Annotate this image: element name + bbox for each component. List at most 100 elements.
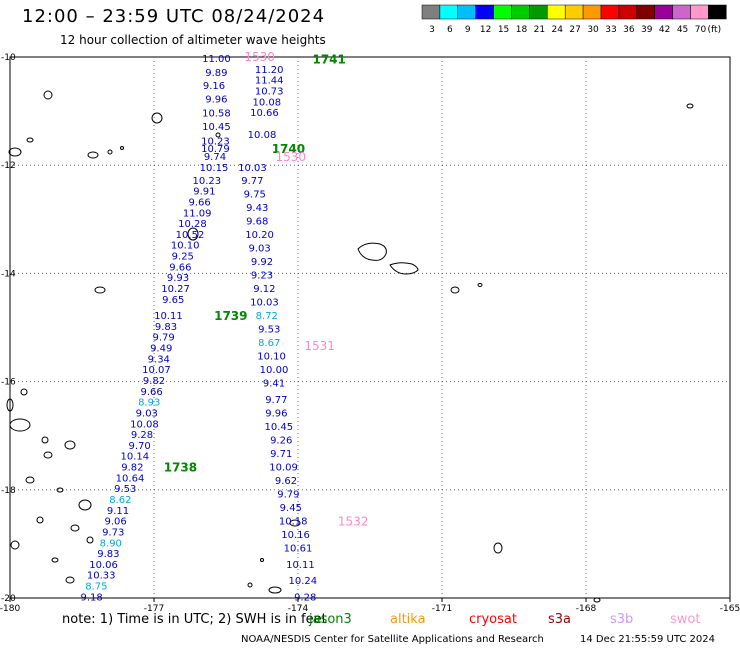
legend-swatch — [654, 4, 673, 20]
island-outline — [51, 557, 59, 563]
legend-label: 12 — [480, 25, 491, 35]
lon-tick-label: -174 — [288, 604, 309, 614]
island-outline — [78, 499, 92, 511]
swh-value-left: 9.66 — [169, 262, 191, 273]
legend-swatch — [421, 4, 441, 20]
island-outline — [151, 112, 163, 124]
swh-value-right: 10.18 — [279, 517, 308, 528]
swh-value-right: 10.61 — [284, 544, 313, 555]
swh-value-left: 8.62 — [109, 495, 131, 506]
page-title: 12:00 – 23:59 UTC 08/24/2024 — [22, 6, 326, 27]
swh-value-left: 8.93 — [138, 398, 160, 409]
island-outline — [593, 597, 601, 603]
legend-swatch — [708, 4, 727, 20]
sat-jason3-label: jason3 — [309, 612, 352, 627]
swh-value-right: 9.26 — [270, 435, 292, 446]
swh-value-right: 11.20 — [255, 65, 284, 76]
legend-label: 39 — [641, 25, 653, 35]
swh-value-left: 9.65 — [162, 295, 184, 306]
legend-swatch — [582, 4, 602, 20]
time-label: 1530 — [244, 50, 275, 64]
swh-value-left: 9.96 — [205, 95, 227, 106]
map-frame — [9, 56, 731, 599]
legend-swatch — [600, 4, 620, 20]
swh-value-left: 9.82 — [121, 463, 143, 474]
lon-tick-label: -180 — [0, 604, 20, 614]
footer-note: note: 1) Time is in UTC; 2) SWH is in fe… — [62, 612, 327, 627]
sat-s3a-label: s3a — [548, 612, 572, 627]
swh-value-right: 10.03 — [238, 163, 267, 174]
swh-value-right: 8.72 — [256, 311, 278, 322]
island-outline — [9, 418, 31, 432]
swh-value-left: 10.08 — [130, 419, 159, 430]
island-outline — [10, 540, 20, 550]
island-outline — [247, 582, 253, 588]
swh-value-left: 10.23 — [201, 136, 230, 147]
swh-value-right: 9.12 — [253, 284, 275, 295]
legend-swatch — [511, 4, 530, 20]
swh-value-right: 10.08 — [252, 97, 281, 108]
sat-cryosat-label: cryosat — [469, 612, 517, 627]
swh-value-right: 10.73 — [255, 87, 284, 98]
island-outline — [86, 536, 94, 544]
legend-label: 42 — [659, 25, 670, 35]
swh-value-right: 9.79 — [277, 490, 299, 501]
swh-value-right: 9.96 — [265, 408, 287, 419]
swh-value-left: 9.66 — [188, 197, 210, 208]
swh-value-left: 10.79 — [201, 144, 230, 155]
island-outline — [36, 516, 44, 524]
time-label: 1532 — [338, 515, 369, 529]
swh-value-right: 10.45 — [264, 422, 293, 433]
island-outline — [56, 487, 64, 493]
lat-tick-label: -20 — [1, 594, 16, 604]
swh-value-right: 9.77 — [241, 176, 263, 187]
swh-value-right: 10.24 — [288, 576, 317, 587]
swh-value-left: 10.27 — [161, 284, 190, 295]
island-outline — [94, 286, 106, 294]
lon-tick-label: -171 — [432, 604, 452, 614]
island-outline — [8, 147, 22, 157]
legend-label: 70 — [695, 25, 707, 35]
island-outline — [260, 558, 264, 562]
swh-value-left: 10.23 — [192, 176, 221, 187]
island-outline — [6, 398, 14, 412]
legend-label: 33 — [605, 25, 616, 35]
legend-label: 27 — [569, 25, 580, 35]
legend-swatch — [439, 4, 459, 20]
swh-value-right: 8.67 — [258, 338, 280, 349]
swh-value-right: 9.77 — [265, 395, 287, 406]
swh-value-left: 11.09 — [183, 208, 212, 219]
island-outline — [70, 524, 80, 532]
swh-value-right: 10.09 — [269, 463, 298, 474]
island-upolu — [389, 262, 419, 275]
island-outline — [289, 519, 301, 527]
swh-value-right: 9.45 — [280, 503, 302, 514]
swh-value-left: 10.10 — [171, 241, 200, 252]
swh-value-right: 9.03 — [248, 243, 270, 254]
island-outline — [215, 132, 221, 138]
island-outline — [450, 286, 460, 294]
legend-swatch — [690, 4, 709, 20]
time-label: 1531 — [304, 339, 335, 353]
swh-value-right: 9.68 — [246, 216, 268, 227]
swh-value-left: 11.00 — [202, 54, 231, 65]
swh-value-left: 9.91 — [193, 187, 215, 198]
lat-tick-label: -12 — [1, 161, 16, 171]
time-label: 1739 — [214, 309, 247, 323]
island-outline — [26, 137, 34, 143]
swh-value-left: 10.58 — [202, 109, 231, 120]
swh-value-left: 9.79 — [152, 333, 174, 344]
legend-label: 3 — [429, 25, 435, 35]
time-label: 1740 — [272, 142, 305, 156]
legend-swatch — [529, 4, 548, 20]
legend-label: 9 — [465, 25, 471, 35]
legend-label: 24 — [552, 25, 564, 35]
island-outline — [43, 90, 53, 100]
island-outline — [268, 586, 282, 594]
swh-value-left: 9.83 — [155, 322, 177, 333]
island-outline — [477, 283, 483, 287]
swh-value-left: 10.11 — [154, 311, 183, 322]
swh-value-right: 9.53 — [258, 325, 280, 336]
